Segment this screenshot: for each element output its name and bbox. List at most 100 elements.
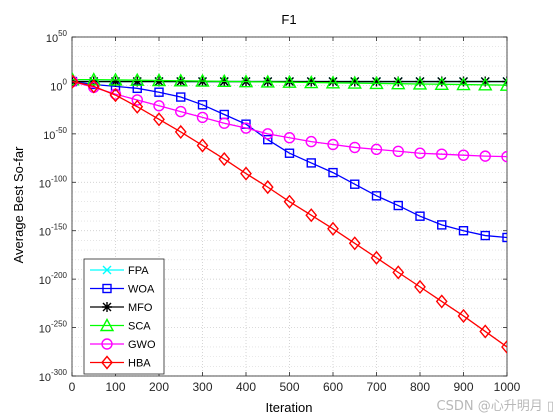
data-point-hba xyxy=(131,99,144,114)
data-point-gwo xyxy=(283,132,296,144)
data-point-mfo xyxy=(88,76,99,87)
data-point-woa xyxy=(458,226,469,236)
data-point-hba xyxy=(240,166,252,181)
data-point-hba xyxy=(261,180,274,195)
data-point-hba xyxy=(479,324,492,339)
legend-marker-woa xyxy=(102,283,112,294)
x-tick-label: 1000 xyxy=(494,380,521,394)
data-point-mfo xyxy=(154,76,164,87)
y-axis-label: Average Best So-far xyxy=(11,146,26,263)
data-point-gwo xyxy=(414,147,426,159)
data-point-woa xyxy=(306,158,316,168)
legend-label-fpa: FPA xyxy=(128,265,149,277)
data-point-gwo xyxy=(436,148,448,160)
x-axis-label: Iteration xyxy=(266,400,313,415)
data-point-woa xyxy=(328,167,338,178)
data-point-sca xyxy=(195,73,210,87)
data-point-hba xyxy=(457,308,470,324)
y-tick-label: 10-200 xyxy=(39,271,68,287)
y-tick-label: 10-300 xyxy=(39,368,68,384)
data-point-gwo xyxy=(370,143,383,156)
data-point-hba xyxy=(218,151,231,167)
data-point-woa xyxy=(371,191,382,201)
legend-label-hba: HBA xyxy=(128,358,151,370)
data-point-gwo xyxy=(218,117,230,129)
x-tick-label: 500 xyxy=(279,380,299,394)
y-tick-label: 10-250 xyxy=(39,320,68,336)
legend-label-sca: SCA xyxy=(128,321,151,333)
data-point-gwo xyxy=(501,150,507,163)
data-point-gwo xyxy=(479,150,491,162)
data-point-gwo xyxy=(131,94,143,106)
data-point-sca xyxy=(238,74,254,88)
data-point-woa xyxy=(437,220,447,230)
data-point-woa xyxy=(154,87,164,97)
data-point-woa xyxy=(502,232,507,243)
data-point-sca xyxy=(456,77,471,91)
data-point-mfo xyxy=(132,76,143,87)
data-point-mfo xyxy=(393,76,404,87)
data-point-mfo xyxy=(415,76,425,87)
data-point-mfo xyxy=(110,76,121,87)
legend-box xyxy=(83,258,165,375)
data-point-hba xyxy=(392,265,405,280)
data-point-sca xyxy=(347,75,362,89)
data-point-woa xyxy=(263,134,273,145)
data-point-sca xyxy=(217,73,232,88)
data-point-hba xyxy=(72,74,79,89)
y-tick-label: 10-50 xyxy=(43,126,67,142)
chart-title: F1 xyxy=(281,12,296,27)
x-tick-label: 900 xyxy=(453,380,473,394)
data-point-sca xyxy=(304,75,319,89)
data-point-sca xyxy=(282,74,297,88)
data-point-mfo xyxy=(458,76,469,87)
legend-label-gwo: GWO xyxy=(128,339,156,351)
data-point-hba xyxy=(370,250,383,265)
legend-label-mfo: MFO xyxy=(128,302,153,314)
data-point-hba xyxy=(283,194,296,209)
x-tick-label: 800 xyxy=(410,380,430,394)
data-point-hba xyxy=(348,236,361,251)
data-point-hba xyxy=(109,88,122,103)
data-point-sca xyxy=(86,72,101,86)
data-point-mfo xyxy=(371,76,382,87)
legend-marker-fpa xyxy=(102,265,112,275)
data-point-gwo xyxy=(153,100,165,112)
data-point-sca xyxy=(369,75,384,90)
data-point-woa xyxy=(197,100,208,110)
watermark: CSDN @心升明月 ▯ xyxy=(436,399,554,414)
y-tick-label: 1050 xyxy=(46,29,68,45)
data-point-mfo xyxy=(480,76,491,87)
data-point-gwo xyxy=(457,149,470,161)
y-tick-label: 10-150 xyxy=(39,223,68,239)
series-sca xyxy=(72,72,507,91)
data-point-sca xyxy=(499,77,507,91)
data-point-sca xyxy=(325,75,341,89)
x-tick-label: 600 xyxy=(323,380,343,394)
x-tick-label: 0 xyxy=(69,380,76,394)
data-point-sca xyxy=(391,76,406,90)
series-line-sca xyxy=(72,78,507,86)
data-point-woa xyxy=(284,148,295,158)
data-point-woa xyxy=(393,200,403,211)
data-point-mfo xyxy=(72,76,78,87)
data-point-woa xyxy=(176,92,186,102)
series-line-woa xyxy=(72,80,507,239)
data-point-sca xyxy=(173,73,188,87)
legend-marker-hba xyxy=(101,355,113,370)
data-point-mfo xyxy=(306,76,317,87)
data-point-hba xyxy=(153,112,165,127)
x-tick-label: 100 xyxy=(105,380,125,394)
data-point-gwo xyxy=(392,145,404,157)
data-point-gwo xyxy=(262,128,274,140)
data-point-sca xyxy=(151,73,167,87)
data-point-hba xyxy=(87,79,100,94)
data-point-hba xyxy=(305,208,318,223)
series-gwo xyxy=(72,75,507,163)
data-point-hba xyxy=(196,138,209,153)
data-point-gwo xyxy=(327,138,339,151)
data-point-gwo xyxy=(196,111,209,124)
legend: FPA WOA MFO SCA GWO HBA xyxy=(83,258,165,375)
data-point-hba xyxy=(501,339,507,355)
